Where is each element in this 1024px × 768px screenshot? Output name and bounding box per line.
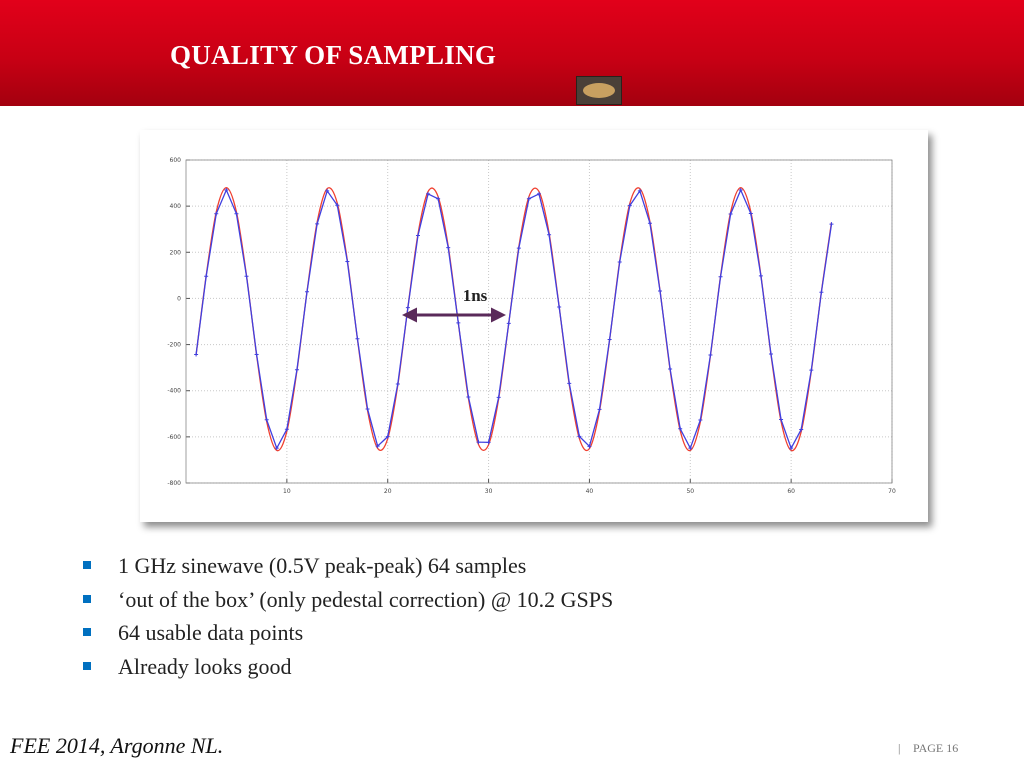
data-point: [415, 233, 420, 238]
data-point: [809, 368, 814, 373]
data-point: [506, 321, 511, 326]
data-point: [446, 245, 451, 250]
data-point: [587, 444, 592, 449]
data-point: [395, 382, 400, 387]
data-point: [284, 427, 289, 432]
data-point: [758, 273, 763, 278]
y-tick-label: -600: [167, 434, 181, 441]
data-point: [779, 417, 784, 422]
x-tick-label: 70: [888, 488, 896, 495]
data-point: [234, 211, 239, 216]
bullet: 64 usable data points: [80, 620, 613, 654]
data-point: [547, 232, 552, 237]
data-point: [738, 187, 743, 192]
data-point: [698, 418, 703, 423]
data-point: [194, 352, 199, 357]
data-point: [466, 394, 471, 399]
data-point: [305, 289, 310, 294]
x-tick-label: 10: [283, 488, 291, 495]
data-point: [294, 367, 299, 372]
data-point: [476, 440, 481, 445]
logo-emblem: [583, 83, 615, 98]
data-point: [274, 446, 279, 451]
header-bar: [0, 0, 1024, 106]
data-point: [264, 417, 269, 422]
x-tick-label: 60: [787, 488, 795, 495]
bullet: 1 GHz sinewave (0.5V peak-peak) 64 sampl…: [80, 553, 613, 587]
chart: -800 -600 -400 -200 0 200 400 600 10 20 30 40 50 60 70…: [167, 157, 896, 495]
data-point: [668, 367, 673, 372]
data-point: [516, 246, 521, 251]
data-point: [365, 406, 370, 411]
y-tick-label: -400: [167, 388, 181, 395]
data-point: [768, 352, 773, 357]
data-point: [557, 304, 562, 309]
data-point: [486, 440, 491, 445]
data-point: [658, 289, 663, 294]
y-tick-label: -200: [167, 342, 181, 349]
data-point: [647, 221, 652, 226]
page-number: PAGE 16: [913, 741, 959, 755]
data-point: [748, 211, 753, 216]
data-point: [819, 290, 824, 295]
data-point: [385, 434, 390, 439]
y-tick-label: 0: [177, 295, 181, 302]
data-point: [426, 191, 431, 196]
y-tick-label: 600: [170, 157, 182, 164]
data-point: [496, 395, 501, 400]
bullet: ‘out of the box’ (only pedestal correcti…: [80, 587, 613, 621]
data-point: [597, 407, 602, 412]
x-tick-label: 20: [384, 488, 392, 495]
x-tick-label: 50: [686, 488, 694, 495]
data-point: [325, 188, 330, 193]
data-point: [718, 274, 723, 279]
bullet: Already looks good: [80, 654, 613, 688]
data-point: [577, 434, 582, 439]
data-point: [204, 274, 209, 279]
data-point: [254, 352, 259, 357]
logo: [576, 76, 622, 105]
plot-frame: [185, 159, 893, 484]
data-point: [829, 222, 834, 227]
data-point: [537, 191, 541, 196]
annotation: 1ns: [463, 286, 488, 305]
data-point: [224, 187, 229, 192]
bullet-list: 1 GHz sinewave (0.5V peak-peak) 64 sampl…: [80, 553, 613, 687]
data-point: [637, 188, 642, 193]
data-point: [355, 336, 360, 341]
data-point: [678, 426, 683, 431]
data-point: [567, 381, 572, 386]
data-point: [345, 259, 350, 264]
data-point: [728, 211, 733, 216]
data-point: [214, 211, 219, 216]
data-point: [607, 337, 612, 342]
data-point: [688, 446, 693, 451]
data-point: [335, 203, 340, 208]
y-tick-label: 200: [170, 249, 182, 256]
separator: |: [898, 741, 901, 755]
slide-title: QUALITY OF SAMPLING: [170, 40, 497, 70]
chart-panel: -800 -600 -400 -200 0 200 400 600 10 20 30 40 50 60 70…: [140, 130, 928, 522]
y-tick-label: 400: [170, 203, 182, 210]
footer: FEE 2014, Argonne NL.: [10, 733, 224, 758]
series-line: [195, 187, 833, 452]
data-point: [617, 259, 622, 264]
x-tick-label: 40: [586, 488, 594, 495]
data-point: [436, 196, 441, 201]
data-point: [375, 444, 380, 449]
data-point: [789, 446, 794, 451]
data-point: [456, 320, 461, 325]
data-point: [244, 274, 249, 279]
data-point: [627, 203, 632, 208]
series-line: [195, 188, 833, 450]
data-point: [315, 221, 320, 226]
data-point: [526, 196, 531, 201]
y-tick-label: -800: [167, 480, 181, 487]
x-tick-label: 30: [485, 488, 493, 495]
data-point: [708, 352, 713, 357]
data-point: [405, 305, 410, 310]
data-point: [799, 427, 804, 432]
